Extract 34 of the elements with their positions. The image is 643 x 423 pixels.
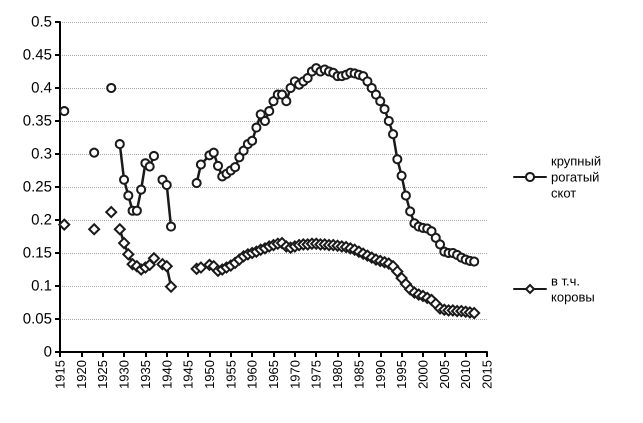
y-tick-label: 0.3 xyxy=(31,146,52,162)
x-tick-label: 1975 xyxy=(308,360,324,389)
x-tick-label: 1995 xyxy=(394,360,410,389)
x-tick-label: 1960 xyxy=(244,360,260,389)
x-tick-label: 1950 xyxy=(202,360,217,389)
legend-label: в т.ч. коровы xyxy=(551,274,595,304)
x-tick-label: 1970 xyxy=(287,360,302,389)
y-tick-label: 0.25 xyxy=(22,178,52,196)
x-tick-label: 1940 xyxy=(159,360,174,389)
x-tick-label: 1920 xyxy=(74,360,89,389)
y-tick-label: 0.1 xyxy=(31,278,52,294)
legend-label: крупный рогатый скот xyxy=(551,154,605,200)
x-tick-label: 2005 xyxy=(436,360,452,389)
x-tick-label: 2010 xyxy=(458,360,474,389)
y-tick-label: 0.4 xyxy=(31,80,52,96)
y-tick-label: 0.05 xyxy=(22,310,52,328)
y-tick-label: 0.15 xyxy=(22,244,52,262)
x-tick-label: 1990 xyxy=(372,360,388,389)
x-tick-label: 1925 xyxy=(95,360,110,389)
y-tick-label: 0 xyxy=(44,344,52,360)
y-tick-label: 0.2 xyxy=(31,212,52,228)
y-tick-label: 0.35 xyxy=(22,112,52,130)
x-tick-label: 1965 xyxy=(266,360,281,389)
x-tick-label: 2015 xyxy=(480,360,494,389)
x-tick-label: 2000 xyxy=(415,360,430,389)
x-tick-label: 1930 xyxy=(116,360,132,389)
x-tick-label: 1935 xyxy=(138,360,153,389)
x-tick-label: 1985 xyxy=(351,360,366,389)
y-tick-label: 0.45 xyxy=(22,46,52,64)
y-tick-label: 0.5 xyxy=(31,14,52,30)
x-tick-label: 1915 xyxy=(52,360,68,389)
x-tick-label: 1945 xyxy=(180,360,196,389)
x-tick-label: 1955 xyxy=(223,360,238,389)
x-tick-label: 1980 xyxy=(330,360,346,389)
